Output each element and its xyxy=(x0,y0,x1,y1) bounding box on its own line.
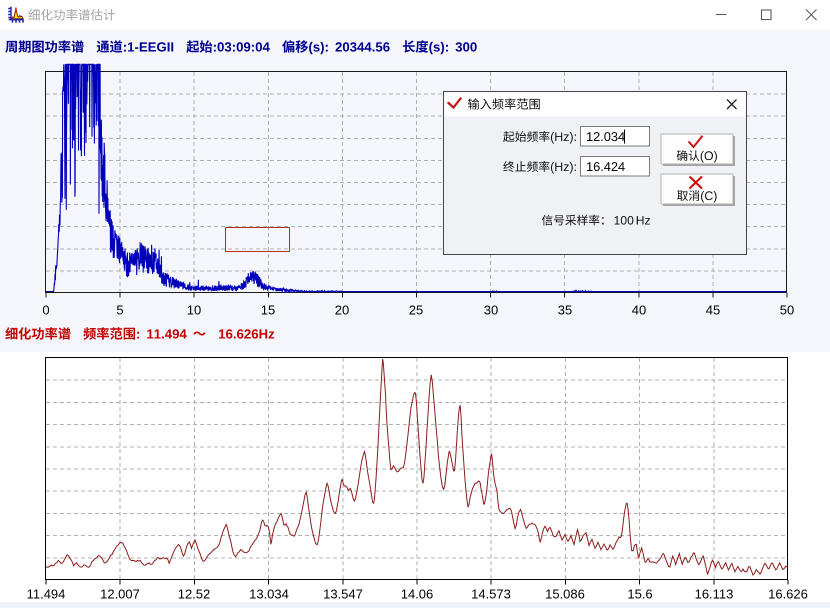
svg-text:10: 10 xyxy=(187,303,201,318)
svg-text:20: 20 xyxy=(335,303,349,318)
svg-text:16.113: 16.113 xyxy=(695,587,734,602)
svg-text:15.6: 15.6 xyxy=(627,587,652,602)
svg-text:30: 30 xyxy=(484,303,498,318)
svg-text:13.547: 13.547 xyxy=(323,587,363,602)
svg-text:15: 15 xyxy=(261,303,275,318)
svg-text:50: 50 xyxy=(780,303,794,318)
svg-text:35: 35 xyxy=(558,303,572,318)
svg-text:40: 40 xyxy=(632,303,646,318)
svg-text:5: 5 xyxy=(116,303,123,318)
svg-text:25: 25 xyxy=(409,303,423,318)
svg-text:12.52: 12.52 xyxy=(178,587,211,602)
svg-text:14.06: 14.06 xyxy=(401,587,434,602)
svg-text:13.034: 13.034 xyxy=(249,587,289,602)
svg-text:12.007: 12.007 xyxy=(100,587,140,602)
svg-text:16.626: 16.626 xyxy=(768,587,808,602)
svg-text:14.573: 14.573 xyxy=(471,587,511,602)
svg-text:0: 0 xyxy=(42,303,49,318)
svg-text:15.086: 15.086 xyxy=(545,587,585,602)
svg-text:45: 45 xyxy=(706,303,720,318)
svg-text:11.494: 11.494 xyxy=(27,587,66,602)
